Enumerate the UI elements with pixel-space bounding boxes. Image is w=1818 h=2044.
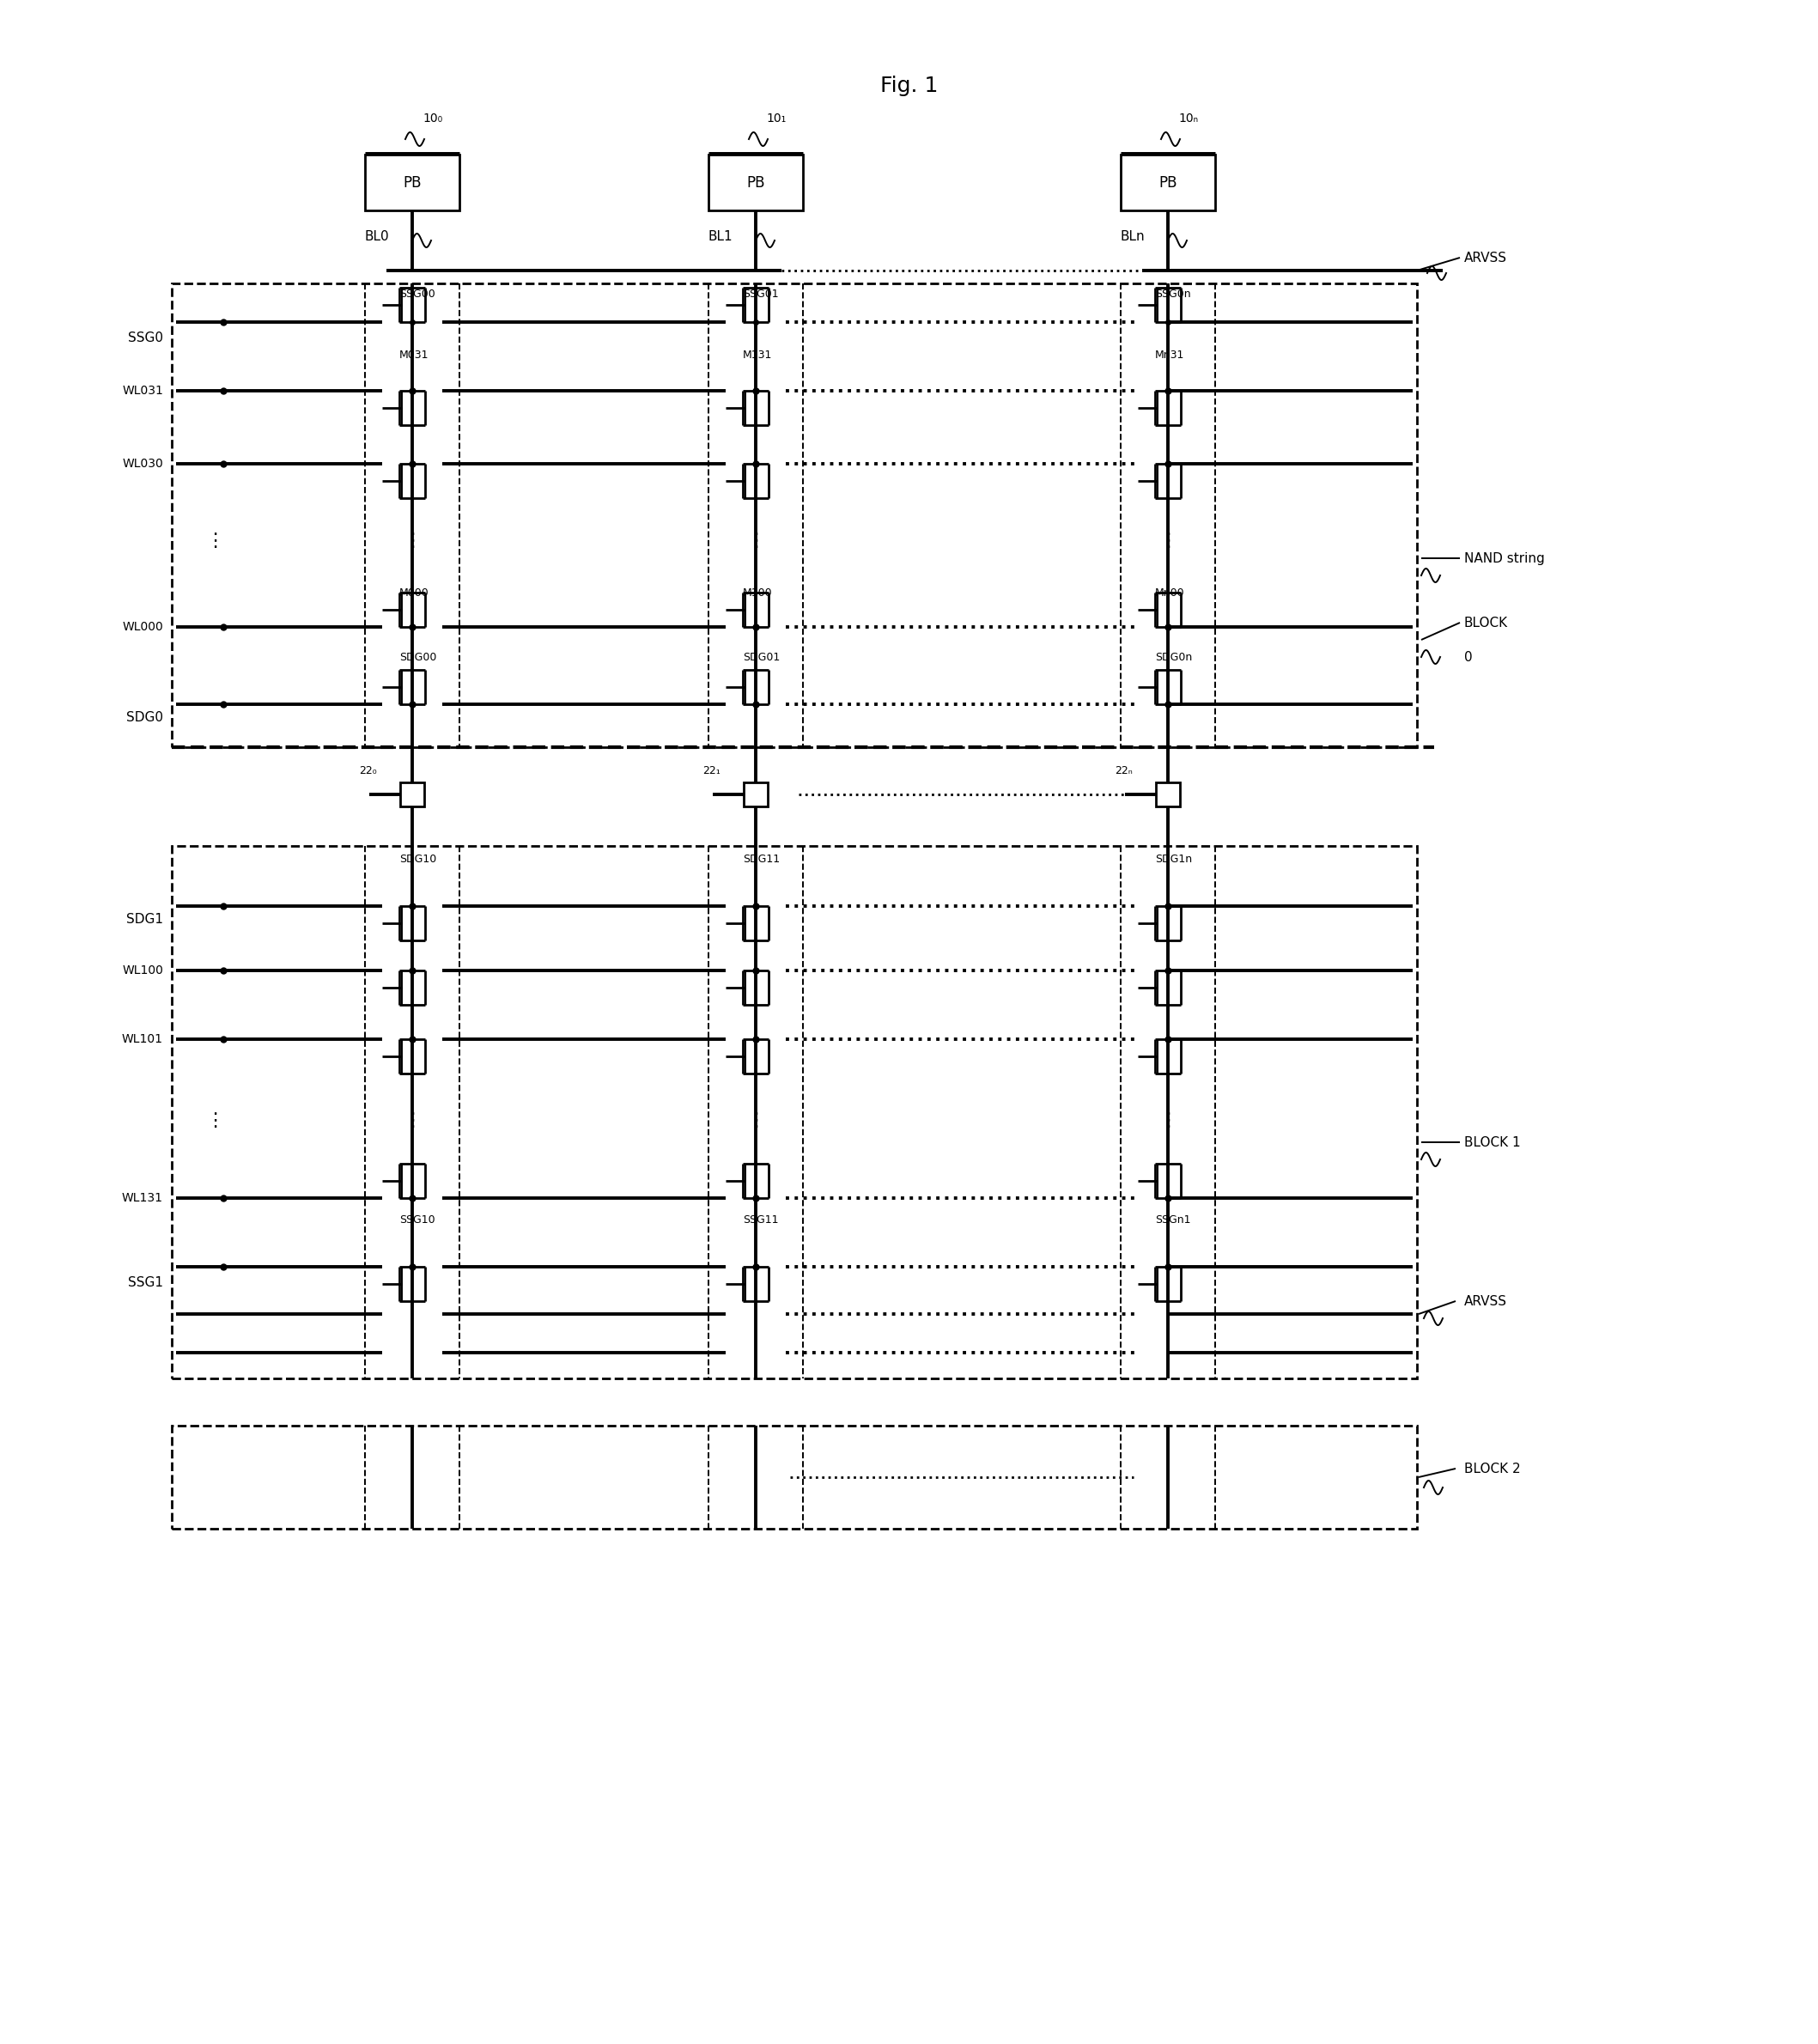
Bar (365, 155, 460, 211)
Text: ARVSS: ARVSS (1463, 1294, 1507, 1308)
Text: SDG0: SDG0 (125, 711, 164, 724)
Text: BLOCK: BLOCK (1463, 615, 1509, 630)
Text: BL1: BL1 (709, 229, 733, 243)
Bar (171, 284, 1416, 748)
Bar (744, 783, 767, 807)
Text: SDG0n: SDG0n (1154, 652, 1193, 662)
Text: SDG01: SDG01 (744, 652, 780, 662)
Text: ⋮: ⋮ (745, 533, 765, 550)
Text: 22₀: 22₀ (358, 764, 376, 777)
Text: M131: M131 (744, 350, 773, 360)
Bar (171, 1425, 1416, 1529)
Text: SDG00: SDG00 (400, 652, 436, 662)
Text: PB: PB (747, 176, 765, 190)
Text: SDG1: SDG1 (125, 912, 164, 926)
Text: ⋮: ⋮ (1158, 1112, 1178, 1130)
Text: Mn31: Mn31 (1154, 350, 1185, 360)
Bar (171, 846, 1416, 1378)
Text: Fig. 1: Fig. 1 (880, 76, 938, 96)
Bar (709, 155, 804, 211)
Text: SDG1n: SDG1n (1154, 852, 1193, 865)
Text: 22ₙ: 22ₙ (1114, 764, 1133, 777)
Text: SDG11: SDG11 (744, 852, 780, 865)
Text: WL030: WL030 (122, 458, 164, 470)
Text: ⋮: ⋮ (205, 1112, 224, 1130)
Text: BL0: BL0 (365, 229, 389, 243)
Text: ⋮: ⋮ (205, 533, 224, 550)
Text: M031: M031 (400, 350, 429, 360)
Text: M000: M000 (400, 587, 429, 599)
Text: NAND string: NAND string (1463, 552, 1545, 564)
Text: BLOCK 1: BLOCK 1 (1463, 1136, 1520, 1149)
Text: SSG01: SSG01 (744, 288, 778, 298)
Text: 10₀: 10₀ (422, 112, 442, 125)
Text: BLOCK 2: BLOCK 2 (1463, 1461, 1520, 1476)
Text: WL000: WL000 (122, 621, 164, 634)
Bar (1156, 783, 1180, 807)
Text: PB: PB (1158, 176, 1176, 190)
Bar (400, 783, 424, 807)
Text: WL101: WL101 (122, 1032, 164, 1044)
Bar (1120, 155, 1214, 211)
Text: PB: PB (404, 176, 422, 190)
Text: SSG10: SSG10 (400, 1214, 435, 1224)
Text: ARVSS: ARVSS (1463, 251, 1507, 264)
Text: WL100: WL100 (122, 965, 164, 977)
Text: SSGn1: SSGn1 (1154, 1214, 1191, 1224)
Text: ⋮: ⋮ (402, 1112, 422, 1130)
Text: ⋮: ⋮ (402, 533, 422, 550)
Text: 0: 0 (1463, 650, 1473, 664)
Text: SSG0n: SSG0n (1154, 288, 1191, 298)
Text: 10ₙ: 10ₙ (1178, 112, 1198, 125)
Text: SSG11: SSG11 (744, 1214, 778, 1224)
Text: 22₁: 22₁ (702, 764, 720, 777)
Text: SDG10: SDG10 (400, 852, 436, 865)
Text: SSG00: SSG00 (400, 288, 435, 298)
Text: SSG0: SSG0 (127, 331, 164, 343)
Text: 10₁: 10₁ (765, 112, 785, 125)
Text: WL031: WL031 (122, 384, 164, 397)
Text: SSG1: SSG1 (127, 1275, 164, 1288)
Text: WL131: WL131 (122, 1192, 164, 1204)
Text: ⋮: ⋮ (745, 1112, 765, 1130)
Text: BLn: BLn (1120, 229, 1145, 243)
Text: M100: M100 (744, 587, 773, 599)
Text: ⋮: ⋮ (1158, 533, 1178, 550)
Text: Mn00: Mn00 (1154, 587, 1185, 599)
